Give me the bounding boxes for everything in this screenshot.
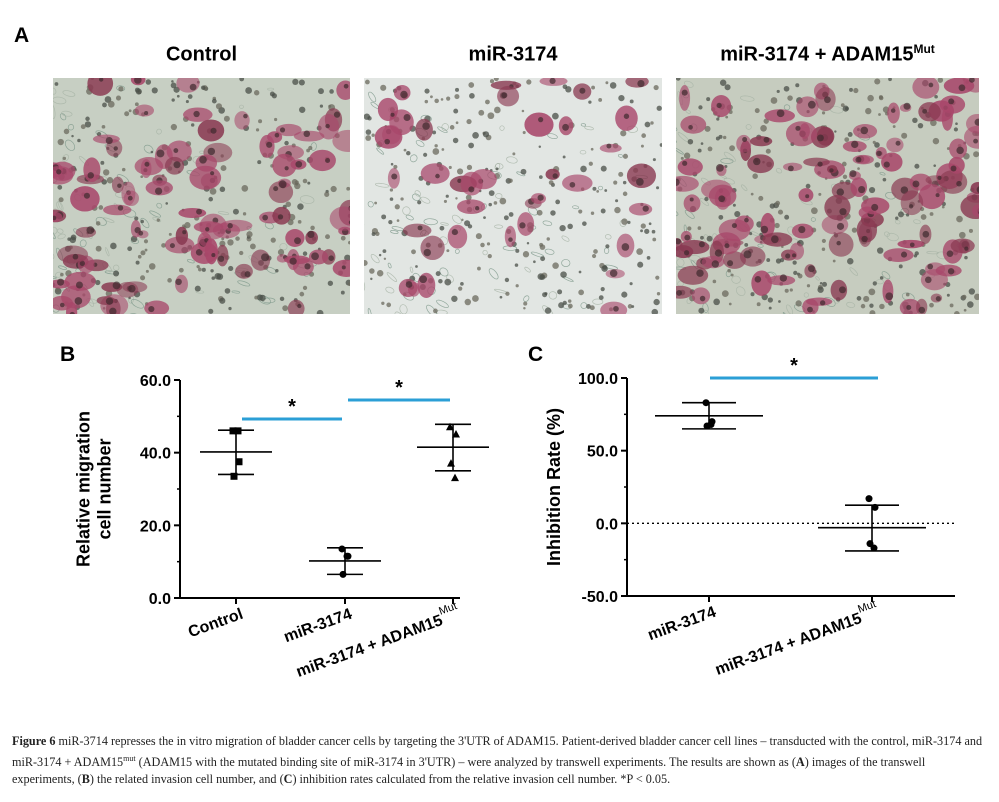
data-point: [702, 399, 710, 407]
caption-text-2: (ADAM15 with the mutated binding site of…: [138, 755, 796, 770]
image-title-mir3174: miR-3174: [468, 43, 558, 66]
panel-b-letter: B: [60, 343, 76, 366]
significance-label: *: [395, 377, 403, 399]
micrograph-mir3174: [364, 78, 662, 314]
caption-figure-label: Figure 6: [12, 734, 56, 748]
y-tick-label: 100.0: [578, 371, 618, 388]
data-point: [865, 495, 873, 503]
caption-text-3: ) images of the transwell experiments, (: [12, 755, 926, 787]
data-point: [870, 544, 878, 552]
data-point: [446, 422, 454, 431]
y-tick-label: 60.0: [140, 373, 171, 390]
x-tick-label: miR-3174: [282, 606, 355, 646]
caption-ref-c: C: [283, 772, 293, 787]
y-tick-label: 0.0: [149, 591, 171, 608]
chart-c: -50.0 0.0 50.0 100.0 Inhibition Rate (%) miR-…: [544, 355, 955, 679]
data-point: [234, 427, 242, 435]
micrograph-mir3174-adam15mut: [676, 78, 979, 314]
significance-label: *: [790, 355, 798, 377]
x-tick-label: miR-3174 + ADAM15Mut: [292, 600, 462, 681]
figure-6: A Control miR-3174 miR-3174 + ADAM15Mut …: [14, 24, 979, 681]
data-point: [339, 570, 347, 578]
figure-caption: Figure 6 miR-3714 represses the in vitro…: [12, 733, 987, 788]
panel-c-letter: C: [528, 343, 544, 366]
x-tick-label: miR-3174 + ADAM15Mut: [711, 598, 881, 679]
chart-b: 0.0 20.0 40.0 60.0 Relative migrationcell nu…: [74, 373, 489, 681]
data-point: [452, 430, 460, 438]
data-point: [707, 421, 715, 429]
y-tick-label: -50.0: [582, 589, 619, 606]
y-axis-label: Relative migrationcell number: [74, 411, 115, 567]
caption-text-4: ) the related invasion cell number, and …: [89, 772, 284, 787]
micrograph-control: [53, 78, 350, 314]
data-point: [338, 545, 346, 553]
caption-text-5: ) inhibition rates calculated from the r…: [292, 772, 671, 787]
image-title-control: Control: [165, 43, 238, 66]
data-point: [451, 473, 459, 482]
x-tick-label: miR-3174: [646, 604, 719, 644]
x-tick-label: Control: [186, 606, 245, 641]
y-tick-label: 0.0: [596, 516, 618, 533]
data-point: [871, 503, 879, 511]
data-point: [230, 472, 238, 480]
image-title-mir3174-adam15mut: miR-3174 + ADAM15Mut: [720, 42, 935, 66]
caption-text-1: miR-3714 represses the in vitro migratio…: [12, 734, 983, 770]
caption-ref-a: A: [795, 755, 805, 770]
data-point: [229, 427, 237, 435]
y-tick-label: 40.0: [140, 446, 171, 463]
data-point: [447, 459, 455, 467]
y-tick-label: 50.0: [587, 444, 618, 461]
y-axis-label: Inhibition Rate (%): [544, 408, 564, 566]
panel-a-letter: A: [14, 24, 30, 47]
y-tick-label: 20.0: [140, 518, 171, 535]
caption-sup: mut: [123, 754, 136, 763]
significance-label: *: [288, 396, 296, 418]
data-point: [235, 458, 243, 466]
data-point: [343, 552, 351, 560]
caption-ref-b: B: [81, 772, 90, 787]
